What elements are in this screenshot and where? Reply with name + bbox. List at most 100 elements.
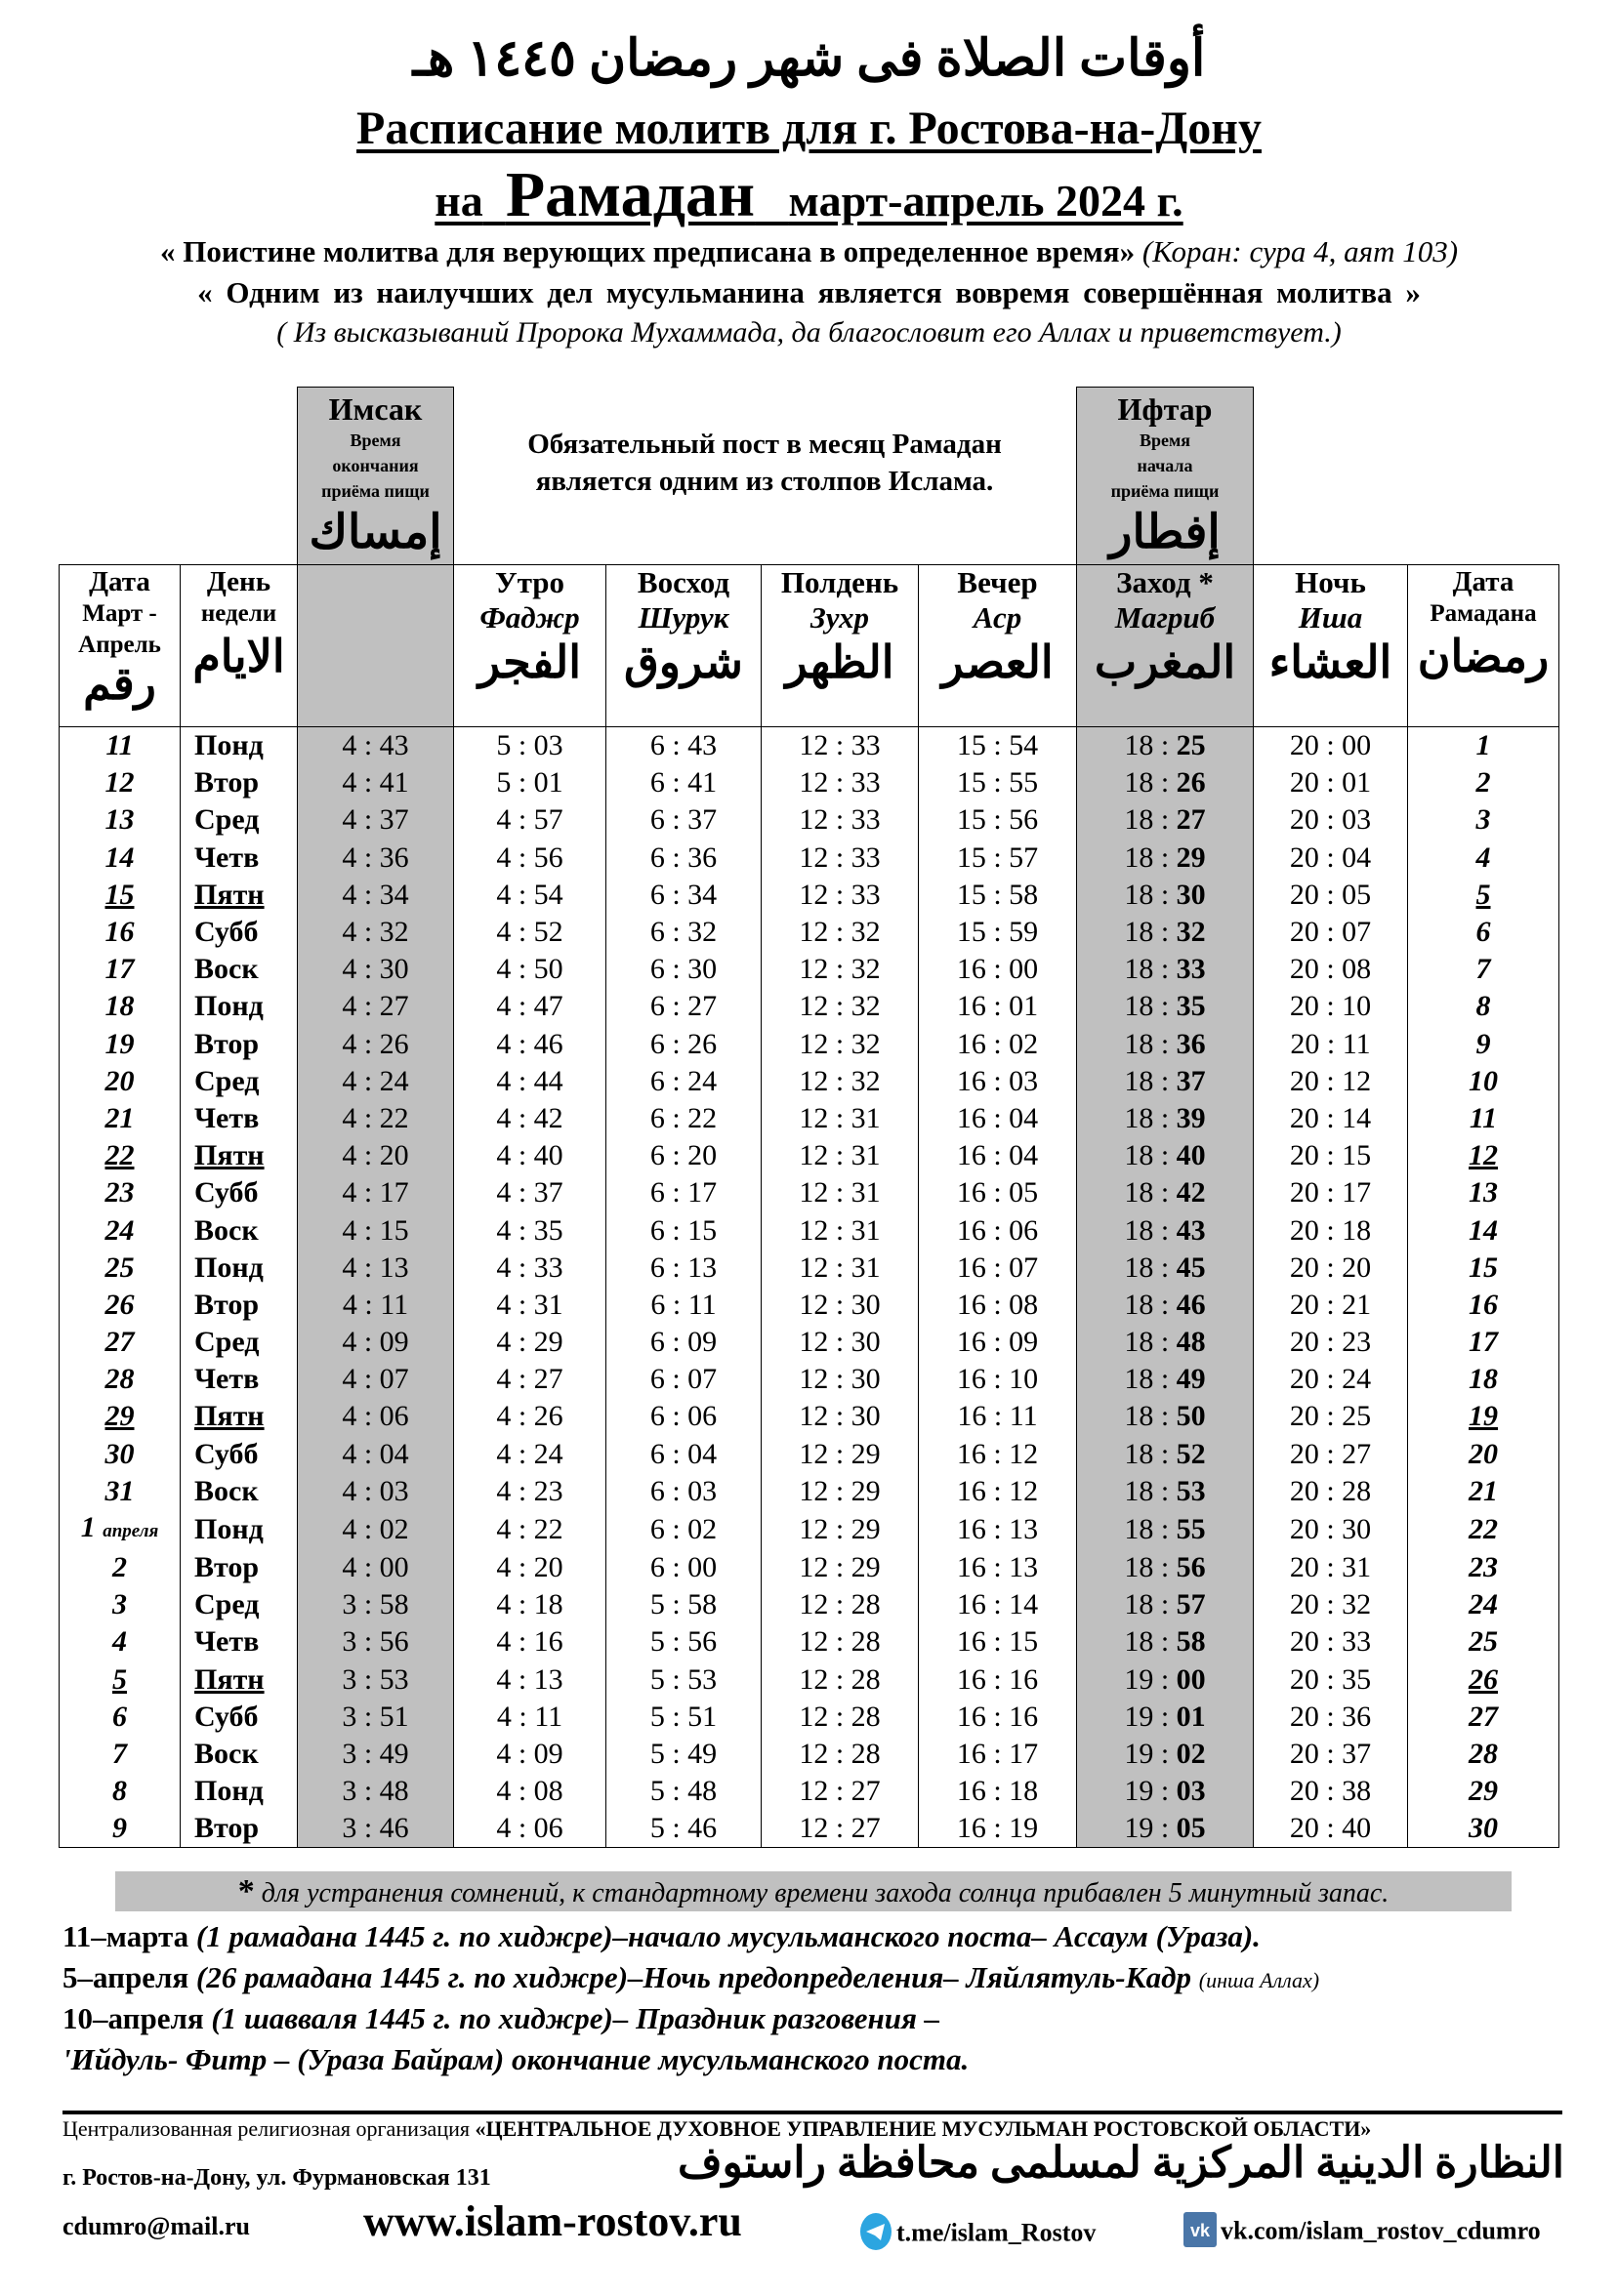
telegram-link[interactable]: t.me/islam_Rostov [859,2212,1096,2258]
cell-zuhr: 12 : 31 [761,1137,919,1175]
cell-imsak: 4 : 24 [297,1062,454,1100]
cell-shuruk: 6 : 37 [605,801,762,840]
cell-asr: 16 : 14 [918,1586,1077,1624]
cell-value: 16 [1469,1288,1498,1321]
maghrib-hour: 19 [1124,1775,1154,1808]
cell-value: 4 : 06 [342,1400,409,1433]
cell-value: Втор [194,1288,260,1321]
cell-value: 9 [112,1812,127,1845]
cell-isha: 20 : 05 [1253,876,1408,914]
cell-imsak: 3 : 53 [297,1660,454,1699]
cell-ramadan-day: 13 [1407,1174,1559,1212]
table-row: 25 Понд 4 : 13 4 : 33 6 : 13 12 : 31 16 : 07 18… [59,1249,1559,1287]
cell-weekday: Пятн [180,876,298,914]
cell-date: 8 [59,1773,181,1811]
cell-value: 20 : 18 [1289,1213,1372,1247]
cell-value: 3 : 48 [342,1775,409,1808]
quote-hadith-source: ( Из высказываний Пророка Мухаммада, да … [276,316,1342,348]
cell-value: 13 [1469,1176,1498,1210]
cell-imsak: 4 : 34 [297,876,454,914]
cell-maghrib: 18 : 56 [1076,1548,1254,1587]
event-note: 10–апреля (1 шавваля 1445 г. по хиджре)–… [62,2001,940,2035]
cell-maghrib: 18 : 45 [1076,1249,1254,1287]
cell-zuhr: 12 : 32 [761,1025,919,1063]
cell-zuhr: 12 : 30 [761,1324,919,1362]
column-header-weekday: День недели الايام [180,564,298,727]
maghrib-minute: 46 [1176,1288,1206,1321]
cell-asr: 15 : 57 [918,839,1077,877]
cell-zuhr: 12 : 31 [761,1211,919,1250]
cell-value: 20 : 10 [1289,990,1372,1023]
cell-value: 20 : 40 [1289,1812,1372,1845]
column-header-asr: Вечер Аср العصر [918,564,1077,727]
cell-value: 1 [1475,729,1491,762]
table-row: 28 Четв 4 : 07 4 : 27 6 : 07 12 : 30 16 : 10 18… [59,1361,1559,1399]
cell-value: 15 : 54 [956,729,1039,762]
cell-value: 3 : 51 [342,1700,409,1733]
cell-value: 12 : 31 [799,1101,881,1134]
cell-value: 6 : 36 [649,840,718,874]
cell-shuruk: 6 : 17 [605,1174,762,1212]
cell-value: 24 [1469,1588,1498,1621]
cell-asr: 16 : 04 [918,1137,1077,1175]
cell-imsak: 3 : 46 [297,1810,454,1849]
cell-shuruk: 5 : 48 [605,1773,762,1811]
cell-value: 4 : 36 [342,840,409,874]
cell-value: Втор [194,1551,260,1584]
cell-value: 16 : 07 [956,1250,1039,1284]
cell-value: 12 : 31 [799,1139,881,1172]
cell-value: 16 : 15 [956,1625,1039,1659]
cell-value: 16 : 16 [956,1700,1039,1733]
cell-value: 30 [1469,1812,1498,1845]
cell-weekday: Пятн [180,1660,298,1699]
maghrib-minute: 30 [1176,878,1206,911]
cell-value: 12 [104,766,135,800]
cell-ramadan-day: 29 [1407,1773,1559,1811]
cell-value: 12 : 32 [799,990,881,1023]
cell-shuruk: 5 : 56 [605,1623,762,1661]
cell-zuhr: 12 : 30 [761,1286,919,1324]
cell-shuruk: 5 : 58 [605,1586,762,1624]
arabic-organization-name: النظارة الدينية المركزية لمسلمى محافظة ر… [677,2139,1564,2187]
cell-value: 17 [104,953,135,986]
website-link[interactable]: www.islam-rostov.ru [363,2197,742,2245]
maghrib-minute: 43 [1176,1213,1206,1247]
cell-value: 4 : 27 [342,990,409,1023]
cell-value: 29 [104,1400,135,1433]
cell-value: 20 : 00 [1289,729,1372,762]
cell-asr: 16 : 18 [918,1773,1077,1811]
cell-value: 17 [1469,1326,1498,1359]
cell-ramadan-day: 28 [1407,1735,1559,1774]
cell-value: 4 : 33 [496,1250,563,1284]
maghrib-hour: 18 [1124,1512,1154,1545]
cell-asr: 16 : 10 [918,1361,1077,1399]
cell-weekday: Воск [180,1735,298,1774]
cell-value: 6 : 02 [649,1512,718,1545]
cell-value: 27 [104,1326,135,1359]
cell-maghrib: 18 : 50 [1076,1398,1254,1436]
cell-imsak: 4 : 06 [297,1398,454,1436]
cell-value: 20 : 35 [1289,1662,1372,1696]
cell-imsak: 4 : 09 [297,1324,454,1362]
cell-zuhr: 12 : 27 [761,1773,919,1811]
cell-value: 18 [104,990,135,1023]
cell-value: 15 : 56 [956,803,1039,837]
maghrib-minute: 40 [1176,1139,1206,1172]
maghrib-minute: 49 [1176,1363,1206,1396]
cell-maghrib: 18 : 58 [1076,1623,1254,1661]
email-link[interactable]: cdumro@mail.ru [62,2212,250,2240]
vk-link[interactable]: vk vk.com/islam_rostov_cdumro [1183,2212,1541,2254]
cell-ramadan-day: 22 [1407,1509,1559,1549]
cell-isha: 20 : 07 [1253,913,1408,952]
cell-value: Субб [194,916,259,949]
cell-fajr: 5 : 03 [453,726,606,765]
cell-value: 16 : 19 [956,1812,1039,1845]
cell-value: 20 : 04 [1289,840,1372,874]
cell-value: 7 [1475,953,1491,986]
maghrib-minute: 56 [1176,1551,1206,1584]
cell-fajr: 4 : 57 [453,801,606,840]
cell-value: Субб [194,1700,259,1733]
maghrib-hour: 18 [1124,953,1154,986]
cell-value: 20 : 11 [1290,1027,1371,1060]
maghrib-hour: 18 [1124,1139,1154,1172]
